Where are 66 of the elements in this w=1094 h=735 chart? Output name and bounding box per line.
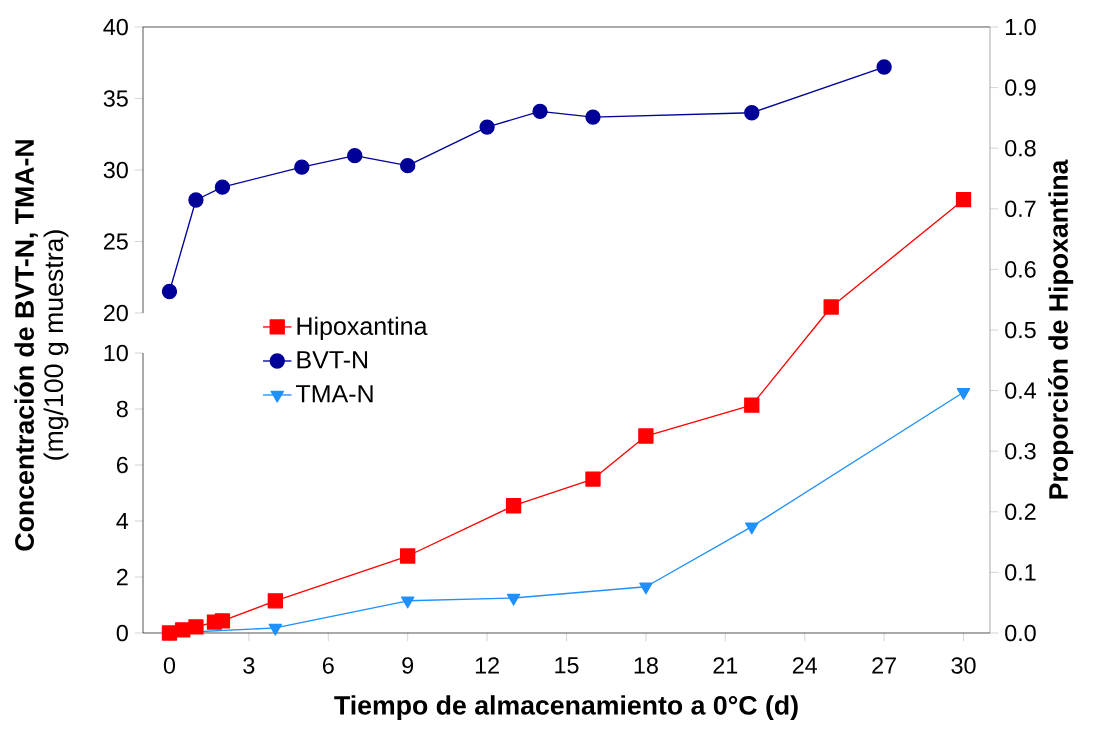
- y2-tick-label: 0.1: [1005, 564, 1036, 581]
- point: [161, 283, 178, 300]
- y2-tick-label: 0.9: [1005, 79, 1036, 96]
- x-tick-label: 15: [555, 657, 579, 674]
- y2-tick-label: 0.3: [1005, 442, 1036, 460]
- y2-tick-label: 0.5: [1005, 321, 1036, 339]
- x-tick-label: 3: [243, 657, 255, 674]
- point: [347, 148, 363, 164]
- x-tick-label: 6: [322, 657, 334, 674]
- point: [744, 105, 760, 121]
- y-tick-label: 40: [103, 18, 128, 36]
- y-tick-label: 8: [116, 400, 128, 418]
- legend-label: BVT-N: [297, 351, 368, 369]
- x-tick-label: 27: [872, 657, 896, 674]
- y-tick-label: 6: [116, 456, 128, 474]
- x-tick-label: 12: [475, 657, 499, 674]
- point: [506, 593, 521, 606]
- x-axis-title: Tiempo de almacenamiento a 0°C (d): [334, 695, 798, 721]
- y-tick-label: 0: [116, 624, 128, 642]
- x-tick-label: 9: [402, 657, 414, 674]
- y2-tick-label: 0.0: [1005, 624, 1036, 642]
- text: (mg/100 g muestra): [43, 230, 69, 460]
- point: [876, 59, 892, 75]
- point: [294, 159, 310, 175]
- y-tick-label: 30: [103, 161, 128, 179]
- point: [214, 179, 231, 195]
- x-tick-label: 21: [713, 657, 738, 674]
- point: [956, 388, 971, 400]
- point: [400, 158, 416, 174]
- y-tick-label: 25: [104, 233, 128, 250]
- point: [188, 619, 204, 635]
- y-tick-label: 10: [104, 344, 128, 362]
- x-tick-label: 18: [634, 657, 658, 674]
- point: [744, 397, 760, 413]
- point: [505, 498, 522, 514]
- point: [638, 428, 654, 444]
- y2-tick-label: 0.8: [1005, 139, 1036, 157]
- legend-label: Hipoxantina: [297, 316, 428, 340]
- x-tick-label: 30: [951, 657, 976, 674]
- point: [585, 109, 601, 125]
- point: [745, 522, 759, 535]
- legend-label: TMA-N: [296, 385, 373, 403]
- y2-axis-title: Proporción de Hipoxantina: [1048, 159, 1074, 499]
- point: [479, 119, 495, 135]
- point: [175, 622, 191, 638]
- point: [400, 596, 415, 609]
- y-axis-title: Concentración de BVT-N, TMA-N: [14, 140, 38, 551]
- point: [267, 593, 284, 609]
- y-tick-label: 35: [103, 90, 128, 107]
- point: [639, 582, 653, 595]
- y-tick-label: 20: [104, 304, 128, 322]
- y2-tick-label: 0.6: [1005, 261, 1036, 278]
- point: [532, 103, 548, 120]
- point: [214, 613, 231, 629]
- y2-tick-label: 0.2: [1005, 503, 1036, 521]
- y-tick-label: 2: [116, 568, 128, 586]
- y2-tick-label: 0.7: [1005, 200, 1036, 218]
- y2-tick-label: 0.4: [1005, 382, 1036, 399]
- x-tick-label: 0: [163, 657, 176, 674]
- point: [188, 192, 204, 208]
- point: [585, 471, 601, 487]
- y2-tick-label: 1.0: [1006, 18, 1036, 36]
- x-tick-label: 24: [792, 657, 817, 674]
- y-tick-label: 4: [116, 512, 129, 530]
- point: [400, 548, 416, 564]
- point: [268, 623, 283, 636]
